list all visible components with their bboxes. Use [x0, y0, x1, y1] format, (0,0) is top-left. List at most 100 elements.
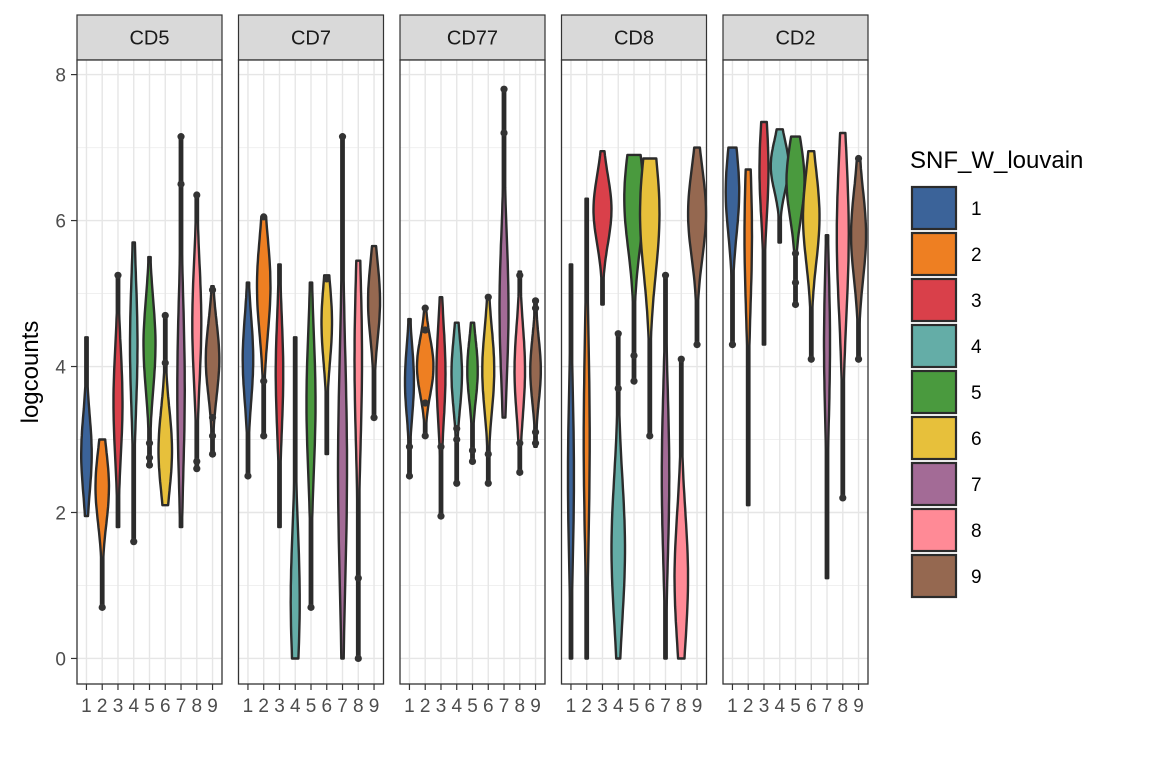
x-tick-label: 1	[404, 696, 415, 717]
legend-key	[910, 369, 958, 415]
outlier-point	[208, 286, 217, 294]
outlier-point	[145, 439, 154, 447]
x-tick-label: 9	[853, 696, 864, 717]
facet-strip-label: CD2	[775, 28, 815, 50]
x-tick-label: 6	[160, 696, 171, 717]
violin-cd2-2	[743, 168, 754, 507]
legend-label: 1	[971, 199, 982, 220]
x-tick-label: 7	[499, 696, 510, 717]
facet-panel-cd7: CD7 1 2 3 4 5 6 7 8 9	[237, 14, 385, 717]
outlier-point	[421, 326, 429, 334]
outlier-point	[193, 457, 201, 466]
facet-panel-cd8: CD8 1 2 3 4 5 6 7 8 9	[560, 14, 708, 717]
outlier-point	[145, 461, 154, 469]
x-tick-label: 6	[321, 696, 332, 717]
x-tick-label: 3	[436, 696, 447, 717]
outlier-point	[260, 432, 268, 440]
legend-label: 3	[971, 291, 982, 312]
x-tick-label: 5	[629, 696, 640, 717]
x-tick-label: 5	[467, 696, 478, 717]
outlier-point	[307, 603, 315, 611]
legend-item-7: 7	[910, 461, 982, 507]
outlier-point	[839, 494, 847, 502]
outlier-point	[807, 355, 815, 363]
outlier-point	[516, 271, 524, 279]
violin-cd5-9	[204, 285, 221, 456]
legend-key	[910, 415, 958, 461]
x-tick-label: 1	[81, 696, 92, 717]
x-tick-label: 2	[97, 696, 108, 717]
x-tick-label: 8	[837, 696, 848, 717]
violin-cd7-8	[353, 259, 364, 660]
x-tick-label: 1	[727, 696, 738, 717]
violin-cd7-9	[366, 244, 382, 419]
x-tick-label: 7	[176, 696, 187, 717]
legend-title: SNF_W_louvain	[910, 147, 1083, 174]
violin-cd8-9	[686, 146, 708, 346]
violin-cd5-4	[128, 241, 139, 543]
x-tick-label: 4	[451, 696, 462, 717]
legend-label: 2	[971, 245, 982, 266]
outlier-point	[260, 377, 268, 385]
x-tick-label: 2	[420, 696, 431, 717]
violin-cd77-1	[403, 317, 416, 478]
legend-item-9: 9	[910, 553, 982, 599]
legend-label: 9	[971, 567, 982, 588]
outlier-point	[484, 479, 492, 487]
violin-cd2-7	[822, 234, 832, 580]
x-tick-label: 4	[774, 696, 785, 717]
x-tick-label: 9	[530, 696, 541, 717]
outlier-point	[468, 457, 477, 466]
x-tick-label: 4	[290, 696, 301, 717]
legend-item-1: 1	[910, 185, 982, 231]
facet-strip-label: CD77	[447, 28, 498, 50]
outlier-point	[405, 443, 414, 451]
outlier-point	[854, 154, 863, 163]
x-tick-label: 2	[581, 696, 592, 717]
x-tick-label: 6	[806, 696, 817, 717]
legend-item-8: 8	[910, 507, 982, 553]
x-tick-label: 5	[306, 696, 317, 717]
legend-label: 6	[971, 429, 982, 450]
legend-key	[910, 185, 958, 231]
violin-cd2-4	[769, 128, 790, 244]
outlier-point	[468, 446, 477, 455]
legend-key	[910, 323, 958, 369]
facet-panel-cd2: CD2 1 2 3 4 5 6 7 8 9	[722, 14, 869, 717]
outlier-point	[791, 278, 800, 287]
x-tick-label: 8	[676, 696, 687, 717]
legend-item-6: 6	[910, 415, 982, 461]
legend-label: 8	[971, 521, 982, 542]
outlier-point	[161, 359, 169, 367]
y-tick-label: 0	[55, 649, 66, 670]
outlier-point	[531, 428, 540, 436]
legend-item-3: 3	[910, 277, 982, 323]
outlier-point	[145, 454, 154, 462]
violin-cd8-3	[592, 150, 613, 306]
outlier-point	[244, 472, 252, 480]
outlier-point	[260, 213, 268, 221]
violin-cd5-1	[80, 336, 93, 518]
x-tick-label: 5	[790, 696, 801, 717]
facet-strip	[76, 14, 223, 61]
legend-key	[910, 553, 958, 599]
x-tick-label: 2	[258, 696, 269, 717]
facet-panel-cd77: CD77 1 2 3 4 5 6 7 8 9	[399, 14, 546, 717]
outlier-point	[354, 574, 362, 582]
y-tick-label: 4	[55, 358, 66, 379]
x-tick-label: 8	[191, 696, 202, 717]
x-tick-label: 9	[207, 696, 218, 717]
x-tick-label: 3	[274, 696, 285, 717]
violin-cd77-8	[513, 270, 527, 474]
violin-cd5-5	[142, 255, 157, 467]
x-tick-label: 4	[128, 696, 139, 717]
outlier-point	[516, 468, 524, 476]
outlier-point	[421, 399, 429, 407]
legend-label: 5	[971, 383, 982, 404]
outlier-point	[791, 300, 800, 309]
facet-panel-cd5: CD5 1 2 3 4 5 6 7 8 9	[76, 14, 223, 717]
violin-cd8-2	[582, 197, 591, 660]
x-tick-label: 5	[144, 696, 155, 717]
outlier-point	[114, 271, 122, 279]
x-tick-label: 4	[613, 696, 624, 717]
